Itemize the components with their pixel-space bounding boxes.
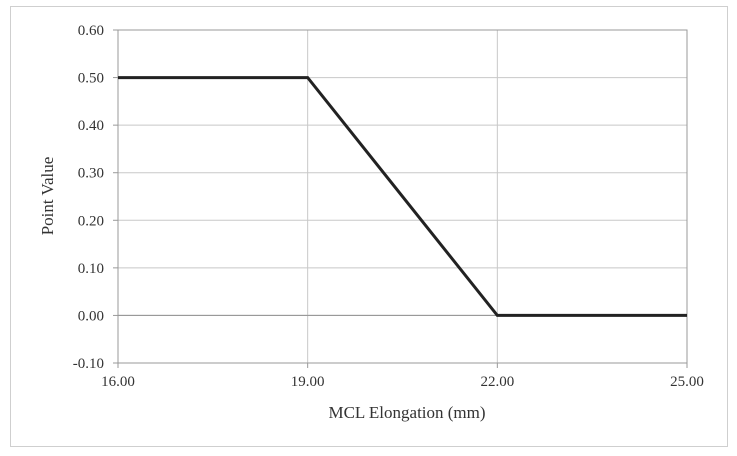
- y-axis-title: Point Value: [38, 157, 57, 236]
- y-tick-label: 0.20: [78, 213, 104, 229]
- y-tick-label: 0.10: [78, 261, 104, 277]
- x-axis-title: MCL Elongation (mm): [328, 403, 485, 422]
- x-tick-label: 25.00: [670, 374, 704, 390]
- chart-frame: [10, 6, 728, 447]
- axes: [113, 29, 688, 368]
- y-tick-label: 0.50: [78, 71, 104, 87]
- series-layer: [118, 76, 687, 317]
- x-tick-label: 16.00: [101, 374, 135, 390]
- x-tick-label: 19.00: [291, 374, 325, 390]
- y-tick-label: 0.00: [78, 308, 104, 324]
- series-line: [118, 76, 687, 317]
- x-tick-label: 22.00: [480, 374, 514, 390]
- tick-labels: 0.60 0.50 0.40 0.30 0.20 0.10 0.00 -0.10 16.00 19…: [73, 23, 704, 390]
- y-tick-label: -0.10: [73, 356, 104, 372]
- plot-area-border: [117, 29, 688, 364]
- y-tick-label: 0.40: [78, 118, 104, 134]
- y-tick-label: 0.30: [78, 166, 104, 182]
- y-tick-label: 0.60: [78, 23, 104, 39]
